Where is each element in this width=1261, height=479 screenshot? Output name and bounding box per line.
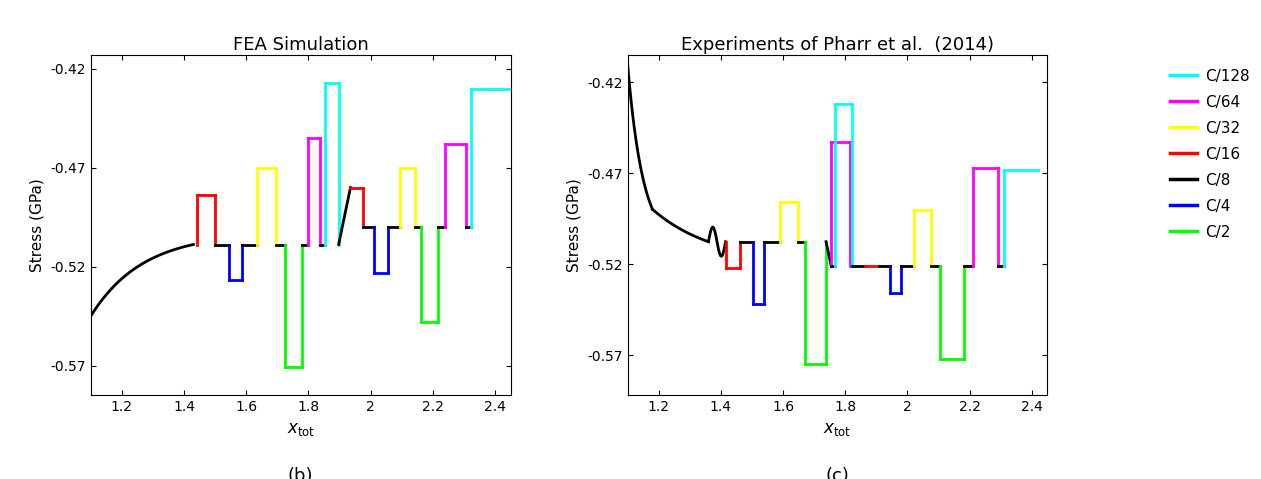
Title: FEA Simulation: FEA Simulation (233, 35, 368, 54)
X-axis label: $x_\mathrm{tot}$: $x_\mathrm{tot}$ (823, 420, 851, 438)
X-axis label: $x_\mathrm{tot}$: $x_\mathrm{tot}$ (286, 420, 315, 438)
Text: (b): (b) (288, 467, 314, 479)
Title: Experiments of Pharr et al.  (2014): Experiments of Pharr et al. (2014) (681, 35, 994, 54)
Text: (c): (c) (826, 467, 850, 479)
Y-axis label: Stress (GPa): Stress (GPa) (566, 178, 581, 272)
Y-axis label: Stress (GPa): Stress (GPa) (30, 178, 45, 272)
Legend: C/128, C/64, C/32, C/16, C/8, C/4, C/2: C/128, C/64, C/32, C/16, C/8, C/4, C/2 (1164, 63, 1256, 246)
